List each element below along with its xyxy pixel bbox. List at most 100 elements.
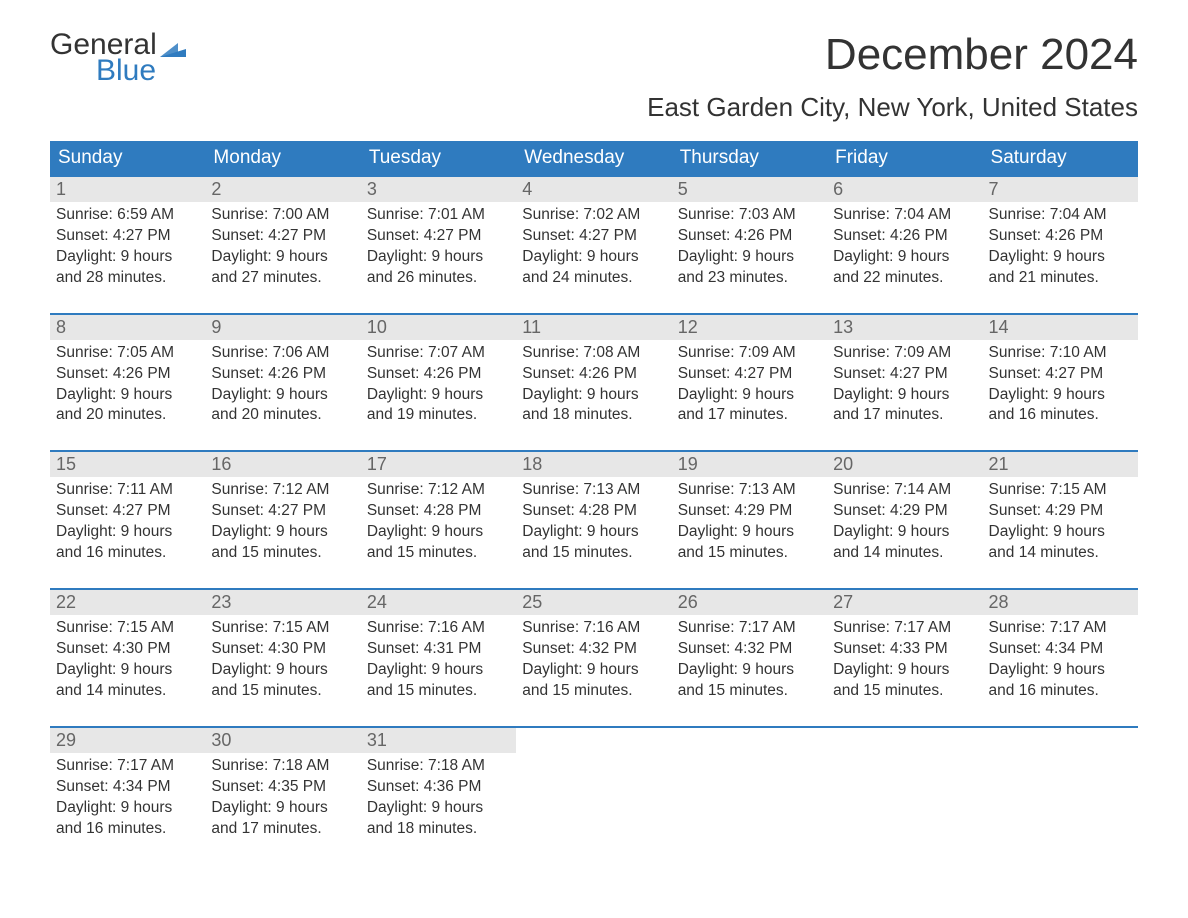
- calendar: SundayMondayTuesdayWednesdayThursdayFrid…: [50, 141, 1138, 839]
- daylight-text-2: and 18 minutes.: [367, 819, 510, 840]
- day-number: 29: [50, 728, 205, 753]
- day-cell: 9Sunrise: 7:06 AMSunset: 4:26 PMDaylight…: [205, 315, 360, 427]
- sunrise-text: Sunrise: 7:09 AM: [833, 343, 976, 364]
- sunrise-text: Sunrise: 7:11 AM: [56, 480, 199, 501]
- day-cell: 5Sunrise: 7:03 AMSunset: 4:26 PMDaylight…: [672, 177, 827, 289]
- sunrise-text: Sunrise: 7:13 AM: [678, 480, 821, 501]
- weekday-header: Monday: [205, 141, 360, 175]
- sunrise-text: Sunrise: 7:04 AM: [989, 205, 1132, 226]
- day-number: 21: [983, 452, 1138, 477]
- sunrise-text: Sunrise: 7:17 AM: [56, 756, 199, 777]
- day-cell: 7Sunrise: 7:04 AMSunset: 4:26 PMDaylight…: [983, 177, 1138, 289]
- sunrise-text: Sunrise: 7:07 AM: [367, 343, 510, 364]
- day-cell: 12Sunrise: 7:09 AMSunset: 4:27 PMDayligh…: [672, 315, 827, 427]
- daylight-text-2: and 28 minutes.: [56, 268, 199, 289]
- day-body: Sunrise: 7:17 AMSunset: 4:34 PMDaylight:…: [983, 615, 1138, 702]
- day-body: Sunrise: 7:04 AMSunset: 4:26 PMDaylight:…: [827, 202, 982, 289]
- daylight-text-1: Daylight: 9 hours: [522, 385, 665, 406]
- sunset-text: Sunset: 4:32 PM: [678, 639, 821, 660]
- week-row: 1Sunrise: 6:59 AMSunset: 4:27 PMDaylight…: [50, 175, 1138, 289]
- daylight-text-1: Daylight: 9 hours: [211, 247, 354, 268]
- daylight-text-2: and 15 minutes.: [367, 681, 510, 702]
- daylight-text-2: and 15 minutes.: [211, 681, 354, 702]
- daylight-text-1: Daylight: 9 hours: [989, 660, 1132, 681]
- day-cell: .: [827, 728, 982, 840]
- sunset-text: Sunset: 4:27 PM: [522, 226, 665, 247]
- daylight-text-2: and 15 minutes.: [522, 543, 665, 564]
- daylight-text-1: Daylight: 9 hours: [678, 660, 821, 681]
- daylight-text-1: Daylight: 9 hours: [211, 798, 354, 819]
- day-cell: .: [516, 728, 671, 840]
- day-body: Sunrise: 6:59 AMSunset: 4:27 PMDaylight:…: [50, 202, 205, 289]
- daylight-text-2: and 26 minutes.: [367, 268, 510, 289]
- daylight-text-2: and 24 minutes.: [522, 268, 665, 289]
- sunrise-text: Sunrise: 7:17 AM: [833, 618, 976, 639]
- sunrise-text: Sunrise: 7:10 AM: [989, 343, 1132, 364]
- daylight-text-2: and 14 minutes.: [989, 543, 1132, 564]
- daylight-text-1: Daylight: 9 hours: [989, 385, 1132, 406]
- day-cell: 28Sunrise: 7:17 AMSunset: 4:34 PMDayligh…: [983, 590, 1138, 702]
- daylight-text-1: Daylight: 9 hours: [522, 522, 665, 543]
- daylight-text-1: Daylight: 9 hours: [367, 798, 510, 819]
- day-number: 26: [672, 590, 827, 615]
- day-number: 30: [205, 728, 360, 753]
- daylight-text-1: Daylight: 9 hours: [989, 522, 1132, 543]
- daylight-text-1: Daylight: 9 hours: [367, 247, 510, 268]
- day-number: 2: [205, 177, 360, 202]
- day-number: 8: [50, 315, 205, 340]
- brand-logo: General Blue: [50, 30, 186, 86]
- daylight-text-2: and 21 minutes.: [989, 268, 1132, 289]
- day-body: Sunrise: 7:15 AMSunset: 4:30 PMDaylight:…: [205, 615, 360, 702]
- daylight-text-1: Daylight: 9 hours: [56, 522, 199, 543]
- day-body: Sunrise: 7:12 AMSunset: 4:27 PMDaylight:…: [205, 477, 360, 564]
- day-cell: 19Sunrise: 7:13 AMSunset: 4:29 PMDayligh…: [672, 452, 827, 564]
- day-cell: 6Sunrise: 7:04 AMSunset: 4:26 PMDaylight…: [827, 177, 982, 289]
- sunset-text: Sunset: 4:31 PM: [367, 639, 510, 660]
- week-row: 22Sunrise: 7:15 AMSunset: 4:30 PMDayligh…: [50, 588, 1138, 702]
- sunset-text: Sunset: 4:32 PM: [522, 639, 665, 660]
- day-body: Sunrise: 7:09 AMSunset: 4:27 PMDaylight:…: [827, 340, 982, 427]
- day-number: 25: [516, 590, 671, 615]
- sunrise-text: Sunrise: 7:04 AM: [833, 205, 976, 226]
- weekday-header: Saturday: [983, 141, 1138, 175]
- day-body: Sunrise: 7:01 AMSunset: 4:27 PMDaylight:…: [361, 202, 516, 289]
- day-body: Sunrise: 7:03 AMSunset: 4:26 PMDaylight:…: [672, 202, 827, 289]
- sunrise-text: Sunrise: 7:12 AM: [367, 480, 510, 501]
- daylight-text-2: and 17 minutes.: [833, 405, 976, 426]
- day-cell: 21Sunrise: 7:15 AMSunset: 4:29 PMDayligh…: [983, 452, 1138, 564]
- day-body: Sunrise: 7:10 AMSunset: 4:27 PMDaylight:…: [983, 340, 1138, 427]
- day-number: 6: [827, 177, 982, 202]
- day-cell: 24Sunrise: 7:16 AMSunset: 4:31 PMDayligh…: [361, 590, 516, 702]
- day-cell: 20Sunrise: 7:14 AMSunset: 4:29 PMDayligh…: [827, 452, 982, 564]
- daylight-text-2: and 15 minutes.: [833, 681, 976, 702]
- day-number: 4: [516, 177, 671, 202]
- sunset-text: Sunset: 4:26 PM: [211, 364, 354, 385]
- sunset-text: Sunset: 4:34 PM: [989, 639, 1132, 660]
- sunset-text: Sunset: 4:35 PM: [211, 777, 354, 798]
- day-body: Sunrise: 7:08 AMSunset: 4:26 PMDaylight:…: [516, 340, 671, 427]
- sunset-text: Sunset: 4:26 PM: [56, 364, 199, 385]
- daylight-text-1: Daylight: 9 hours: [833, 385, 976, 406]
- day-body: Sunrise: 7:16 AMSunset: 4:32 PMDaylight:…: [516, 615, 671, 702]
- daylight-text-1: Daylight: 9 hours: [989, 247, 1132, 268]
- sunrise-text: Sunrise: 7:09 AM: [678, 343, 821, 364]
- daylight-text-2: and 15 minutes.: [522, 681, 665, 702]
- daylight-text-1: Daylight: 9 hours: [367, 522, 510, 543]
- daylight-text-2: and 14 minutes.: [833, 543, 976, 564]
- daylight-text-1: Daylight: 9 hours: [367, 660, 510, 681]
- daylight-text-1: Daylight: 9 hours: [833, 522, 976, 543]
- day-cell: 31Sunrise: 7:18 AMSunset: 4:36 PMDayligh…: [361, 728, 516, 840]
- sunset-text: Sunset: 4:33 PM: [833, 639, 976, 660]
- day-cell: 26Sunrise: 7:17 AMSunset: 4:32 PMDayligh…: [672, 590, 827, 702]
- sunset-text: Sunset: 4:27 PM: [678, 364, 821, 385]
- sunrise-text: Sunrise: 7:00 AM: [211, 205, 354, 226]
- day-body: Sunrise: 7:15 AMSunset: 4:30 PMDaylight:…: [50, 615, 205, 702]
- week-row: 29Sunrise: 7:17 AMSunset: 4:34 PMDayligh…: [50, 726, 1138, 840]
- daylight-text-2: and 23 minutes.: [678, 268, 821, 289]
- sunset-text: Sunset: 4:29 PM: [678, 501, 821, 522]
- day-number: 16: [205, 452, 360, 477]
- flag-icon: [160, 39, 186, 57]
- daylight-text-1: Daylight: 9 hours: [211, 522, 354, 543]
- day-body: Sunrise: 7:17 AMSunset: 4:34 PMDaylight:…: [50, 753, 205, 840]
- weekday-header: Friday: [827, 141, 982, 175]
